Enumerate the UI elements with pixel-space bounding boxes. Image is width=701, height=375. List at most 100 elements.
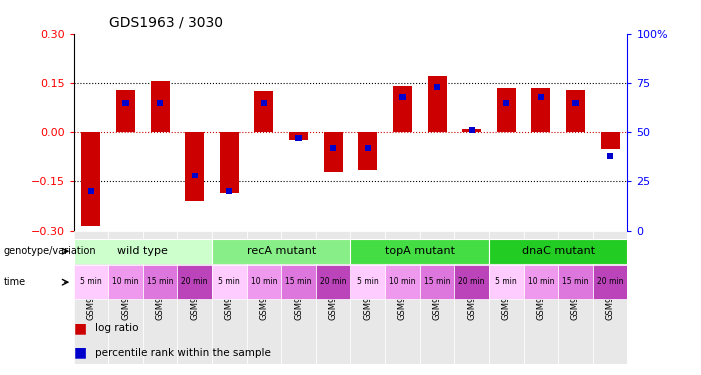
Bar [365, 145, 371, 151]
Bar [289, 132, 308, 140]
Bar [226, 188, 233, 194]
Text: 10 min: 10 min [251, 277, 277, 286]
Text: GSM99384: GSM99384 [121, 274, 130, 320]
Bar [151, 81, 170, 132]
Bar [503, 100, 510, 106]
Bar [281, 265, 316, 299]
Bar [350, 231, 385, 364]
Bar [220, 132, 239, 193]
Bar [212, 265, 247, 299]
Bar [358, 132, 377, 170]
Text: GSM99396: GSM99396 [433, 274, 442, 320]
Text: 15 min: 15 min [147, 277, 173, 286]
Text: 15 min: 15 min [562, 277, 589, 286]
Text: GSM99386: GSM99386 [156, 274, 165, 320]
Bar [212, 231, 247, 364]
Text: 10 min: 10 min [112, 277, 139, 286]
Bar [88, 188, 94, 194]
Text: log ratio: log ratio [95, 323, 138, 333]
Bar [123, 100, 129, 106]
Bar [191, 172, 198, 178]
Bar [497, 88, 516, 132]
Text: ■: ■ [74, 345, 87, 360]
Bar [558, 265, 593, 299]
Bar [330, 145, 336, 151]
Bar [428, 76, 447, 132]
Text: 20 min: 20 min [458, 277, 485, 286]
Bar [400, 94, 406, 100]
Bar [566, 90, 585, 132]
Bar [316, 231, 350, 364]
Text: 20 min: 20 min [182, 277, 208, 286]
Bar [261, 100, 267, 106]
Bar [177, 231, 212, 364]
Text: dnaC mutant: dnaC mutant [522, 246, 594, 256]
Text: GSM99390: GSM99390 [225, 274, 234, 320]
Text: 20 min: 20 min [597, 277, 623, 286]
Bar [538, 94, 544, 100]
Bar [185, 132, 204, 201]
Text: GDS1963 / 3030: GDS1963 / 3030 [109, 16, 223, 30]
Bar [74, 231, 108, 364]
Text: topA mutant: topA mutant [385, 246, 455, 256]
Bar [81, 132, 100, 226]
Text: 5 min: 5 min [219, 277, 240, 286]
Text: GSM99380: GSM99380 [86, 274, 95, 320]
Bar [601, 132, 620, 148]
Bar [324, 132, 343, 172]
Text: 20 min: 20 min [320, 277, 346, 286]
Bar [108, 231, 143, 364]
Bar [143, 231, 177, 364]
Bar [593, 231, 627, 364]
Bar [468, 127, 475, 133]
Bar [116, 90, 135, 132]
Text: GSM99392: GSM99392 [294, 274, 303, 320]
Bar [489, 238, 627, 264]
Text: GSM99399: GSM99399 [536, 274, 545, 320]
Bar [434, 84, 440, 90]
Bar [489, 265, 524, 299]
Bar [607, 153, 613, 159]
Text: GSM99397: GSM99397 [467, 274, 476, 320]
Bar [572, 100, 578, 106]
Bar [454, 265, 489, 299]
Text: GSM99393: GSM99393 [329, 274, 338, 320]
Bar [143, 265, 177, 299]
Bar [247, 231, 281, 364]
Text: 10 min: 10 min [389, 277, 416, 286]
Bar [454, 231, 489, 364]
Text: ■: ■ [74, 321, 87, 335]
Bar [295, 135, 301, 141]
Text: genotype/variation: genotype/variation [4, 246, 96, 256]
Bar [108, 265, 143, 299]
Bar [212, 238, 350, 264]
Text: percentile rank within the sample: percentile rank within the sample [95, 348, 271, 357]
Text: GSM99394: GSM99394 [363, 274, 372, 320]
Bar [350, 265, 385, 299]
Text: GSM99400: GSM99400 [571, 274, 580, 320]
Bar [420, 231, 454, 364]
Text: GSM99395: GSM99395 [398, 274, 407, 320]
Bar [420, 265, 454, 299]
Bar [385, 265, 420, 299]
Text: 15 min: 15 min [285, 277, 312, 286]
Text: 5 min: 5 min [496, 277, 517, 286]
Bar [524, 231, 558, 364]
Bar [316, 265, 350, 299]
Bar [558, 231, 593, 364]
Bar [281, 231, 316, 364]
Text: 15 min: 15 min [424, 277, 450, 286]
Bar [247, 265, 281, 299]
Bar [74, 238, 212, 264]
Text: GSM99391: GSM99391 [259, 274, 268, 320]
Bar [385, 231, 420, 364]
Bar [531, 88, 550, 132]
Bar [593, 265, 627, 299]
Text: 10 min: 10 min [528, 277, 554, 286]
Text: time: time [4, 277, 26, 287]
Bar [524, 265, 558, 299]
Text: 5 min: 5 min [357, 277, 379, 286]
Text: GSM99398: GSM99398 [502, 274, 511, 320]
Bar [177, 265, 212, 299]
Text: recA mutant: recA mutant [247, 246, 316, 256]
